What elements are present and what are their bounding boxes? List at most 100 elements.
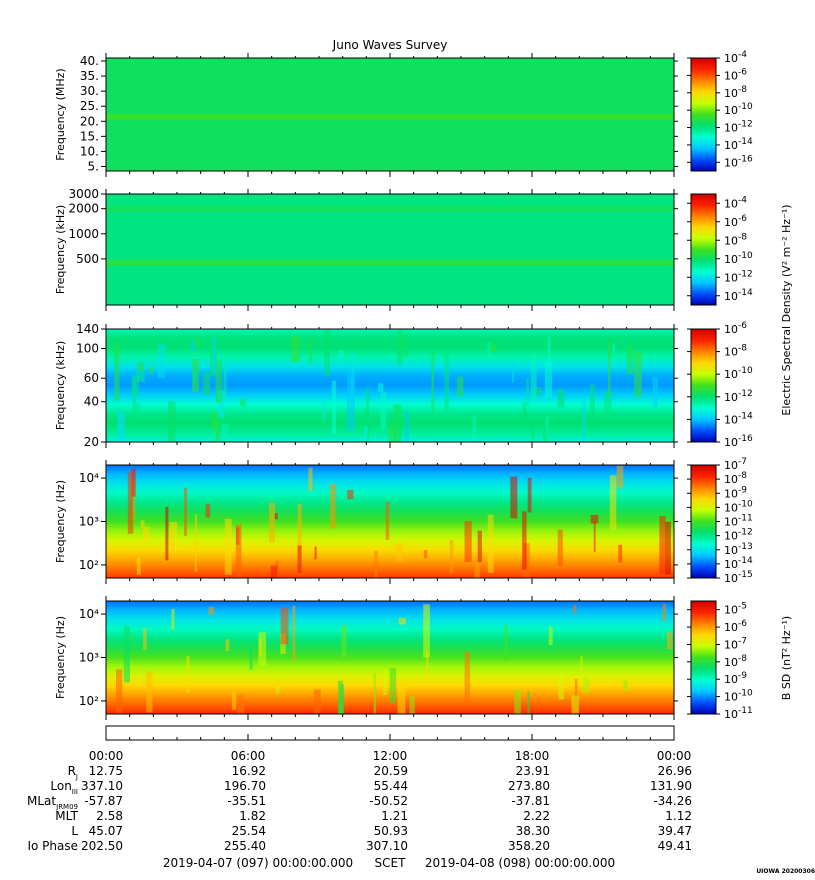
spectral-feature [231, 691, 237, 710]
spectral-feature [131, 375, 139, 397]
spectral-feature [276, 685, 280, 695]
spectral-feature [280, 607, 289, 645]
spectrogram-image [106, 194, 674, 305]
spectral-feature [217, 390, 225, 418]
colorbar-tick-label: 10-8 [724, 471, 747, 486]
colorbar-tick-label: 10-8 [724, 344, 747, 359]
spectral-feature [373, 673, 376, 714]
time-axis: 00:00 06:00 12:00 18:00 00:00 [89, 725, 691, 763]
spectral-feature [431, 350, 435, 412]
ephemeris-value: 25.54 [232, 824, 266, 838]
colorbar-tick-label: 10-6 [724, 321, 747, 336]
spectral-feature [221, 423, 229, 442]
colorbar-tick-label: 10-14 [724, 411, 753, 426]
spectral-feature [594, 415, 600, 426]
spectral-feature [404, 334, 409, 357]
ephemeris-value: 49.41 [658, 839, 692, 853]
spectral-feature [464, 521, 472, 563]
spectral-feature [291, 336, 300, 363]
ephemeris-value: 45.07 [89, 824, 123, 838]
colorbar-tick-label: 10-14 [724, 556, 753, 571]
ephemeris-value: 255.40 [224, 839, 266, 853]
ephemeris-value: 1.12 [665, 809, 692, 823]
spectral-feature [118, 412, 126, 442]
spectral-feature [338, 350, 344, 360]
colorbar-tick-label: 10-14 [724, 288, 753, 303]
spectral-feature [558, 673, 564, 700]
spectral-feature [527, 691, 530, 714]
spectral-feature [472, 415, 477, 442]
spectral-feature [487, 342, 491, 357]
ephemeris-value: 1.82 [239, 809, 266, 823]
ephemeris-row-label: MLT [55, 809, 78, 823]
spectral-feature [213, 421, 220, 442]
ephemeris-value: 38.30 [516, 824, 550, 838]
spectral-feature [474, 562, 480, 578]
y-tick-label: 40. [80, 54, 99, 68]
spectral-feature [547, 336, 551, 369]
colorbar-gradient [690, 57, 717, 172]
spectral-feature [184, 487, 188, 536]
colorbar-tick-label: 10-7 [724, 457, 747, 472]
spectral-feature [398, 617, 406, 625]
spectral-feature [210, 412, 218, 428]
spectral-feature [136, 372, 145, 382]
spectral-feature [165, 506, 169, 561]
ephemeris-value: 196.70 [224, 779, 266, 793]
colorbar-tick-label: 10-12 [724, 528, 753, 543]
spectrogram-panel: 10² 10³ 10⁴ Frequency (Hz) [54, 596, 678, 720]
spectral-feature [456, 376, 464, 397]
magnetic-colorbar-label: B SD (nT² Hz⁻¹) [780, 616, 793, 700]
colorbar-tick-label: 10-6 [724, 67, 747, 82]
spectral-feature [534, 387, 542, 397]
spectral-feature [127, 472, 134, 534]
spectral-feature [140, 520, 145, 528]
spectral-feature [383, 669, 388, 695]
ephemeris-value: 26.96 [658, 764, 692, 778]
spectral-feature [309, 337, 313, 364]
spectral-feature [544, 361, 553, 398]
colorbar-tick-label: 10-4 [724, 195, 747, 210]
spectral-feature [526, 378, 529, 406]
spectral-feature [616, 465, 624, 489]
spectral-feature [308, 467, 313, 491]
spectral-feature [378, 383, 384, 392]
colorbar-tick-label: 10-10 [724, 251, 753, 266]
spectral-feature [331, 380, 337, 434]
y-tick-label: 10³ [79, 515, 99, 529]
spectral-feature [511, 360, 515, 383]
spectral-feature [225, 639, 230, 652]
spectral-feature [196, 337, 200, 346]
colorbar-tick-label: 10-10 [724, 102, 753, 117]
spectral-feature [405, 410, 410, 442]
colorbar-gradient [690, 328, 717, 443]
colorbar: 10-4 10-6 10-8 10-10 10-12 10-14 10-16 [687, 50, 753, 172]
y-tick-label: 35. [80, 69, 99, 83]
spectral-feature [130, 632, 134, 642]
time-tick-label: 06:00 [231, 749, 266, 763]
colorbar-tick-label: 10-8 [724, 85, 747, 100]
y-axis-label: Frequency (Hz) [54, 480, 67, 563]
spectral-feature [557, 529, 563, 566]
spectral-feature [337, 680, 343, 714]
spectral-feature [504, 624, 509, 661]
spectral-feature [239, 398, 246, 407]
ephemeris-value: -50.52 [369, 794, 408, 808]
spectral-feature [186, 655, 190, 693]
spectral-feature [292, 605, 296, 662]
spectral-feature [205, 503, 211, 518]
y-tick-label: 1000 [68, 227, 99, 241]
spectral-feature [116, 669, 123, 714]
spectral-feature [574, 678, 578, 712]
spectral-feature [137, 362, 144, 373]
colorbar-tick-label: 10-14 [724, 137, 753, 152]
ephemeris-row-label: RJ [68, 764, 78, 781]
y-tick-label: 10⁴ [79, 607, 99, 621]
y-axis-label: Frequency (MHz) [54, 68, 67, 160]
spectral-feature [208, 607, 215, 615]
spectrogram-image [106, 465, 674, 578]
spectral-feature [194, 514, 197, 573]
ephemeris-value: 307.10 [366, 839, 408, 853]
colorbar-tick-label: 10-10 [724, 499, 753, 514]
